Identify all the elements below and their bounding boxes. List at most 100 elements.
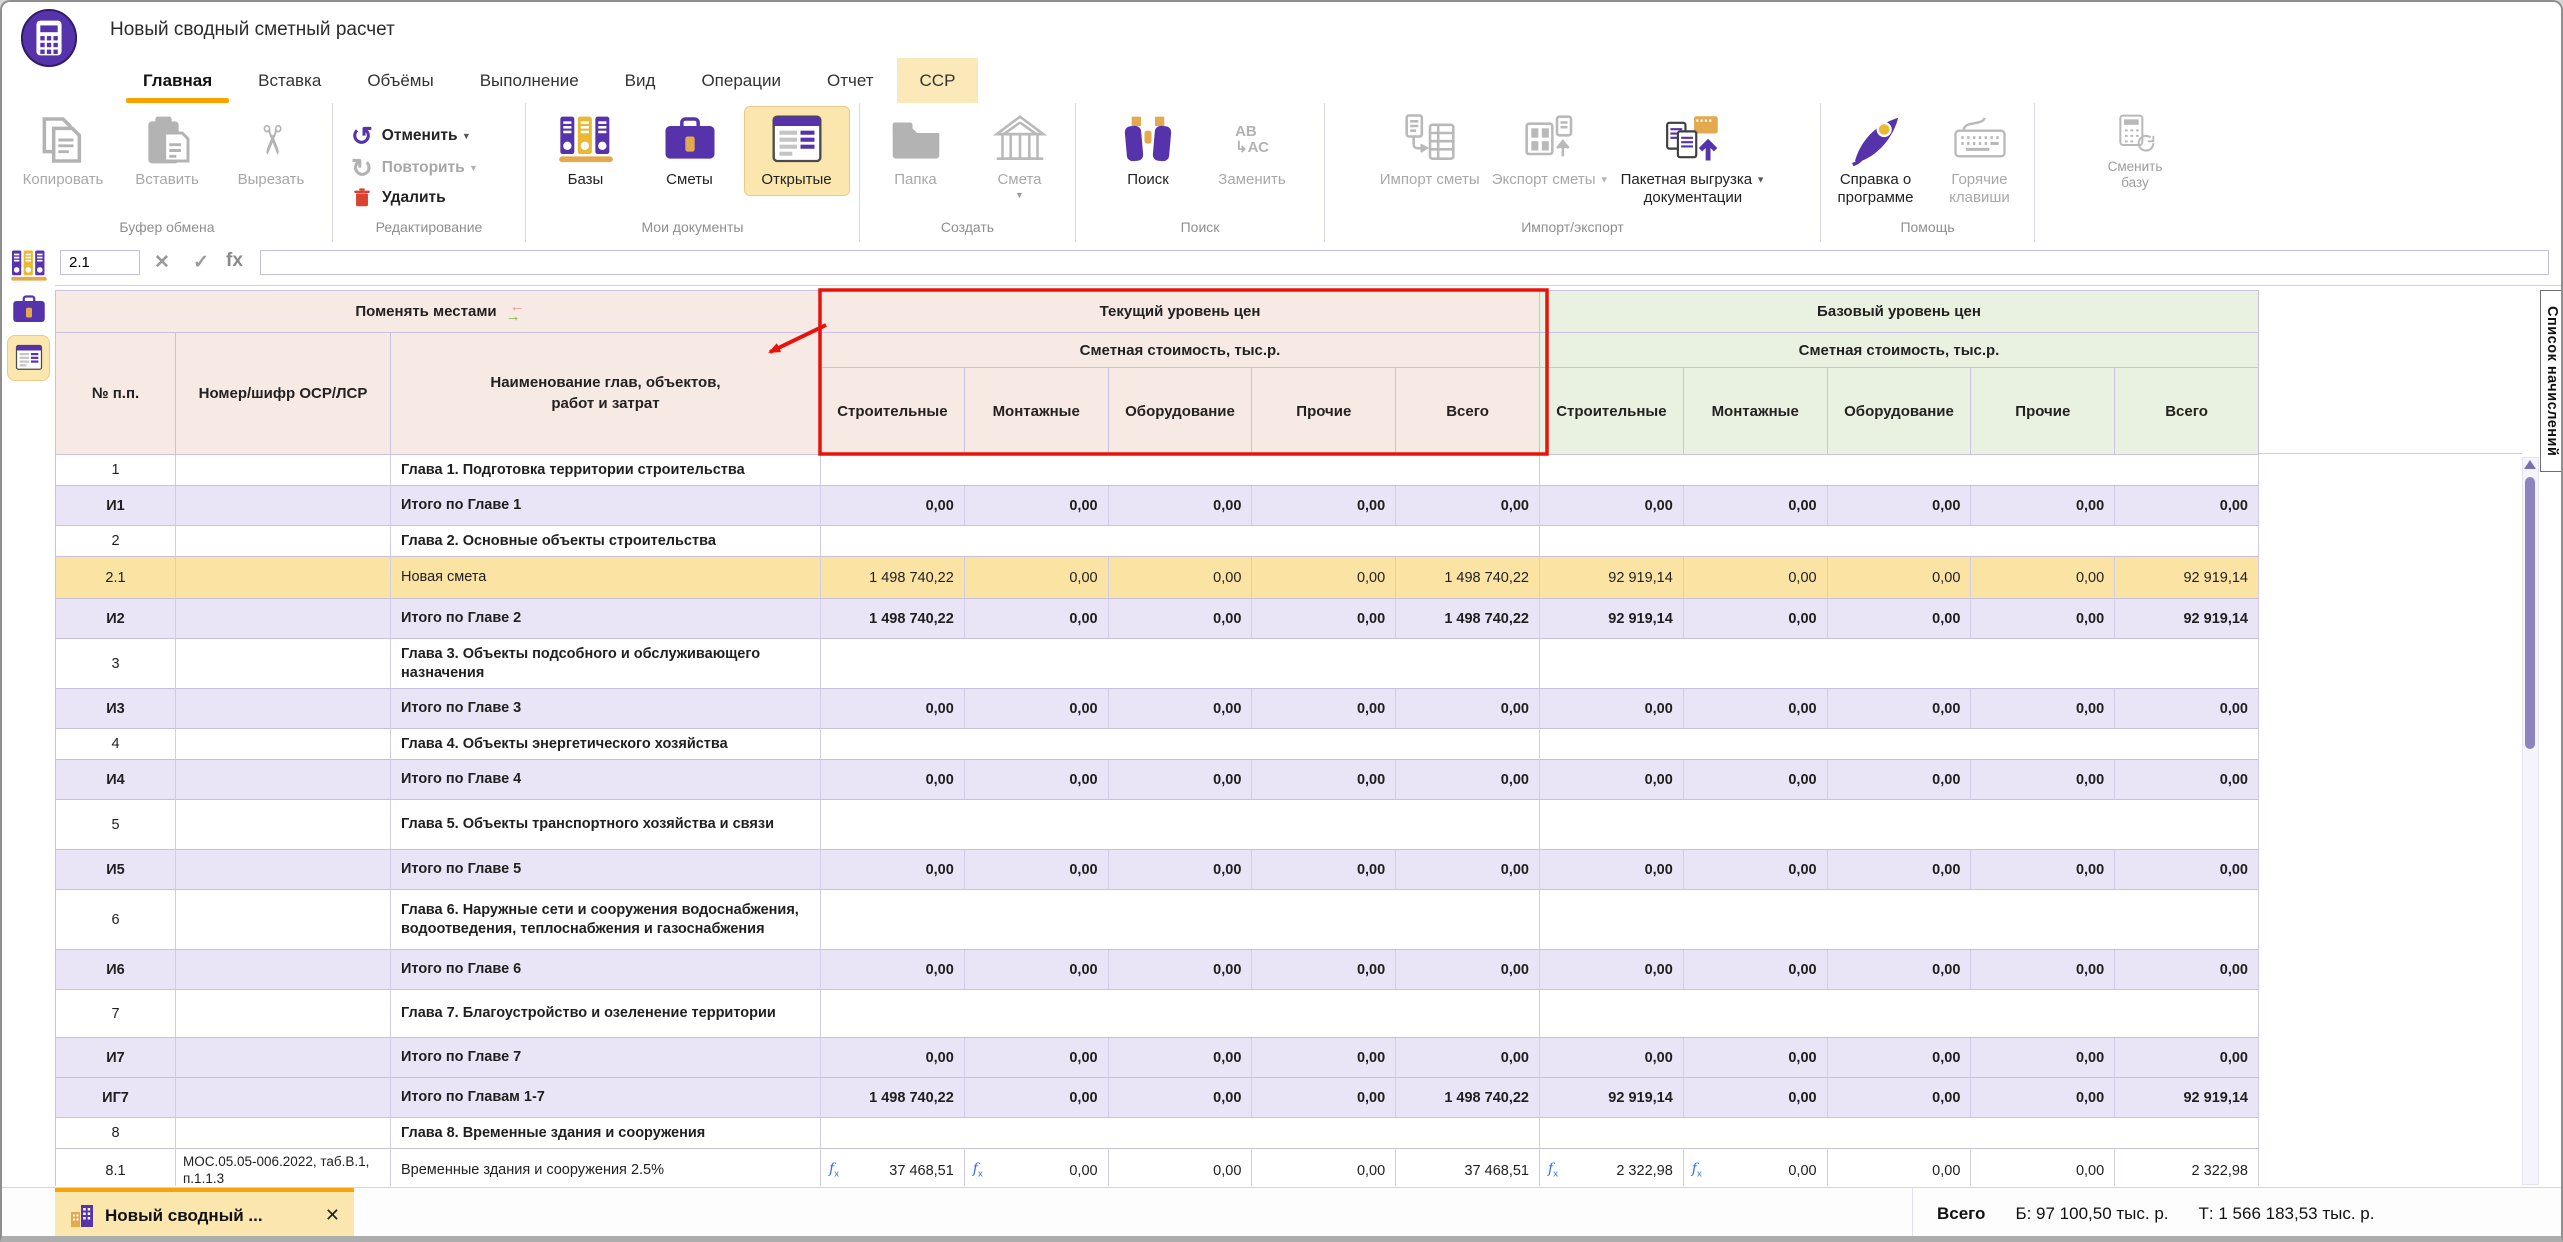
cell-value[interactable]: 1 498 740,22 [821, 1078, 965, 1118]
cell-value[interactable]: 0,00 [1396, 486, 1540, 526]
cell-value[interactable]: 0,00 [2115, 760, 2259, 800]
cell-value[interactable]: 0,00 [1109, 950, 1253, 990]
cell-value[interactable]: 0,00 [1540, 760, 1684, 800]
cell-values-base[interactable] [1540, 800, 2259, 850]
cell-values-current[interactable] [821, 455, 1540, 486]
cell-name[interactable]: Итого по Главе 7 [391, 1038, 821, 1078]
cell-value[interactable]: 0,00 [1109, 557, 1253, 599]
cell-num[interactable]: 1 [56, 455, 176, 486]
cell-value[interactable]: 0,00 [1252, 557, 1396, 599]
cell-code[interactable] [176, 1118, 391, 1149]
cell-values-current[interactable] [821, 639, 1540, 689]
cell-num[interactable]: И7 [56, 1038, 176, 1078]
tab-vid[interactable]: Вид [602, 58, 679, 103]
cell-values-current[interactable] [821, 800, 1540, 850]
tab-glavnaya[interactable]: Главная [120, 58, 235, 103]
cell-value[interactable]: 92 919,14 [2115, 599, 2259, 639]
cell-code[interactable] [176, 990, 391, 1038]
cell-value[interactable]: 0,00 [1252, 950, 1396, 990]
cell-value[interactable]: fx0,00 [1684, 1149, 1828, 1186]
cell-value[interactable]: 0,00 [1109, 689, 1253, 729]
cell-code[interactable] [176, 850, 391, 890]
cell-value[interactable]: 0,00 [1971, 850, 2115, 890]
cell-name[interactable]: Глава 8. Временные здания и сооружения [391, 1118, 821, 1149]
function-icon[interactable]: fx [226, 250, 243, 272]
cell-value[interactable]: 0,00 [1252, 850, 1396, 890]
tab-operatsii[interactable]: Операции [678, 58, 804, 103]
document-tab[interactable]: Новый сводный ... ✕ [55, 1188, 354, 1239]
cell-name[interactable]: Итого по Главе 1 [391, 486, 821, 526]
cell-code[interactable] [176, 455, 391, 486]
cell-values-base[interactable] [1540, 639, 2259, 689]
cell-name[interactable]: Новая смета [391, 557, 821, 599]
cell-code[interactable] [176, 689, 391, 729]
cell-value[interactable]: 0,00 [1252, 760, 1396, 800]
cell-num[interactable]: И3 [56, 689, 176, 729]
cell-value[interactable]: 1 498 740,22 [1396, 599, 1540, 639]
cell-name[interactable]: Итого по Главе 3 [391, 689, 821, 729]
cell-value[interactable]: 0,00 [1684, 557, 1828, 599]
cell-code[interactable] [176, 486, 391, 526]
cell-value[interactable]: 92 919,14 [2115, 557, 2259, 599]
cell-value[interactable]: 0,00 [965, 599, 1109, 639]
cell-value[interactable]: 0,00 [1109, 599, 1253, 639]
cell-value[interactable]: 0,00 [1828, 557, 1972, 599]
search-button[interactable]: Поиск [1098, 111, 1198, 189]
accruals-panel-tab[interactable]: Список начислений [2540, 290, 2563, 472]
cell-value[interactable]: 0,00 [1684, 1038, 1828, 1078]
cell-name[interactable]: Итого по Главе 4 [391, 760, 821, 800]
cell-value[interactable]: 37 468,51 [1396, 1149, 1540, 1186]
cell-value[interactable]: 92 919,14 [1540, 599, 1684, 639]
cell-value[interactable]: 0,00 [1540, 1038, 1684, 1078]
cell-num[interactable]: 8.1 [56, 1149, 176, 1186]
cell-code[interactable] [176, 599, 391, 639]
cell-num[interactable]: 6 [56, 890, 176, 950]
redo-button[interactable]: ↻Повторить ▼ [351, 155, 478, 181]
cell-value[interactable]: 0,00 [965, 1038, 1109, 1078]
cell-value[interactable]: 0,00 [1971, 950, 2115, 990]
cell-value[interactable]: 0,00 [1684, 1078, 1828, 1118]
cut-button[interactable]: ✂Вырезать [221, 111, 321, 189]
cell-name[interactable]: Глава 6. Наружные сети и сооружения водо… [391, 890, 821, 950]
cell-value[interactable]: 0,00 [1252, 486, 1396, 526]
cell-value[interactable]: 0,00 [965, 760, 1109, 800]
cell-value[interactable]: 0,00 [1109, 760, 1253, 800]
tab-ssr[interactable]: ССР [897, 58, 979, 103]
cell-value[interactable]: 0,00 [1396, 1038, 1540, 1078]
cell-value[interactable]: 0,00 [1684, 950, 1828, 990]
cell-values-current[interactable] [821, 990, 1540, 1038]
cell-value[interactable]: 0,00 [1252, 1078, 1396, 1118]
cell-name[interactable]: Временные здания и сооружения 2.5% [391, 1149, 821, 1186]
cell-num[interactable]: 7 [56, 990, 176, 1038]
cell-value[interactable]: 0,00 [1828, 689, 1972, 729]
cell-name[interactable]: Глава 7. Благоустройство и озеленение те… [391, 990, 821, 1038]
cell-value[interactable]: 0,00 [1971, 1149, 2115, 1186]
cell-value[interactable]: 0,00 [821, 850, 965, 890]
export-estimate-button[interactable]: Экспорт сметы ▼ [1488, 111, 1613, 189]
cell-value[interactable]: 0,00 [965, 850, 1109, 890]
cell-num[interactable]: 8 [56, 1118, 176, 1149]
open-docs-sidebar-icon[interactable] [7, 335, 50, 381]
cell-value[interactable]: 0,00 [1684, 689, 1828, 729]
cell-code[interactable] [176, 950, 391, 990]
cell-value[interactable]: 0,00 [1396, 850, 1540, 890]
cell-value[interactable]: 0,00 [1684, 850, 1828, 890]
cell-value[interactable]: 0,00 [1540, 950, 1684, 990]
cell-num[interactable]: 4 [56, 729, 176, 760]
cell-value[interactable]: 0,00 [1828, 1149, 1972, 1186]
cell-value[interactable]: 0,00 [1971, 599, 2115, 639]
cell-value[interactable]: fx2 322,98 [1540, 1149, 1684, 1186]
estimates-button[interactable]: Сметы [640, 111, 740, 189]
cell-name[interactable]: Итого по Главам 1-7 [391, 1078, 821, 1118]
tab-otchet[interactable]: Отчет [804, 58, 897, 103]
cell-value[interactable]: 0,00 [2115, 1038, 2259, 1078]
cell-num[interactable]: И4 [56, 760, 176, 800]
cell-code[interactable]: МОС.05.05-006.2022, таб.В.1, п.1.1.3 [176, 1149, 391, 1186]
cell-value[interactable]: 0,00 [1684, 760, 1828, 800]
cell-value[interactable]: 0,00 [2115, 486, 2259, 526]
cell-value[interactable]: 0,00 [1540, 689, 1684, 729]
cell-code[interactable] [176, 526, 391, 557]
cell-value[interactable]: 0,00 [1828, 1038, 1972, 1078]
cell-value[interactable]: 0,00 [821, 486, 965, 526]
cell-code[interactable] [176, 1038, 391, 1078]
